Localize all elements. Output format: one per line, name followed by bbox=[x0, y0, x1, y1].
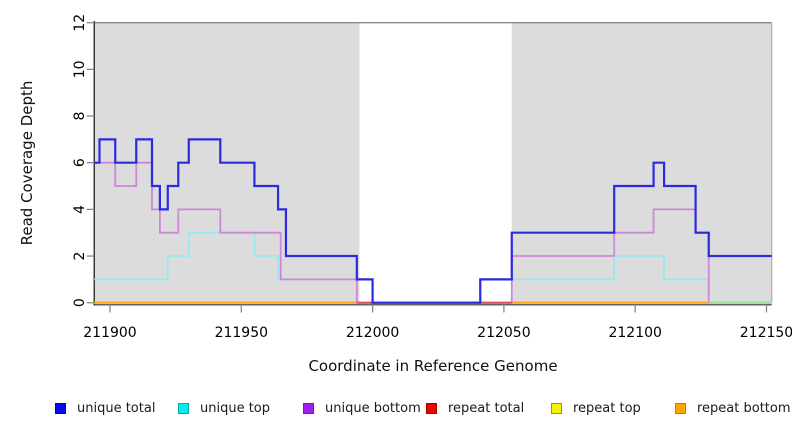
legend-item-unique-top: unique top bbox=[178, 398, 270, 418]
legend-swatch-icon bbox=[675, 402, 686, 414]
legend-swatch-icon bbox=[551, 402, 562, 414]
legend-swatch-icon bbox=[178, 402, 189, 414]
coverage-plot: 211900 211950 212000 212050 212100 212150 0 2 4 6… bbox=[72, 14, 792, 341]
legend-label: repeat top bbox=[573, 400, 641, 416]
x-tick-label: 212150 bbox=[740, 325, 792, 341]
y-tick-label: 10 bbox=[72, 60, 88, 78]
y-tick-label: 8 bbox=[72, 112, 88, 121]
legend-label: unique bottom bbox=[325, 400, 421, 416]
x-tick-label: 212050 bbox=[477, 325, 530, 341]
legend: unique total unique top unique bottom repea… bbox=[0, 398, 792, 424]
x-tick-label: 212100 bbox=[608, 325, 661, 341]
x-tick-label: 212000 bbox=[346, 325, 399, 341]
y-tick-label: 12 bbox=[72, 14, 88, 32]
coverage-line-unique-bottom bbox=[94, 161, 772, 304]
y-axis-title: Read Coverage Depth bbox=[18, 80, 36, 246]
legend-item-repeat-top: repeat top bbox=[551, 398, 641, 418]
legend-item-repeat-total: repeat total bbox=[426, 398, 524, 418]
x-tick-label: 211900 bbox=[83, 325, 136, 341]
legend-label: unique total bbox=[77, 400, 156, 416]
y-tick-label: 6 bbox=[72, 158, 88, 167]
y-tick-label: 0 bbox=[72, 298, 88, 307]
shaded-region bbox=[511, 22, 772, 303]
y-tick-label: 4 bbox=[72, 205, 88, 214]
legend-item-unique-bottom: unique bottom bbox=[303, 398, 421, 418]
y-tick-label: 2 bbox=[72, 252, 88, 261]
legend-label: repeat bottom bbox=[697, 400, 791, 416]
coverage-line-unique-total bbox=[94, 138, 772, 304]
legend-label: repeat total bbox=[448, 400, 525, 416]
x-tick-label: 211950 bbox=[215, 325, 268, 341]
legend-swatch-icon bbox=[55, 402, 66, 414]
legend-swatch-icon bbox=[426, 402, 437, 414]
legend-item-unique-total: unique total bbox=[55, 398, 155, 418]
legend-item-repeat-bottom: repeat bottom bbox=[675, 398, 791, 418]
legend-label: unique top bbox=[200, 400, 271, 416]
legend-swatch-icon bbox=[303, 402, 314, 414]
x-axis-title: Coordinate in Reference Genome bbox=[308, 357, 558, 375]
